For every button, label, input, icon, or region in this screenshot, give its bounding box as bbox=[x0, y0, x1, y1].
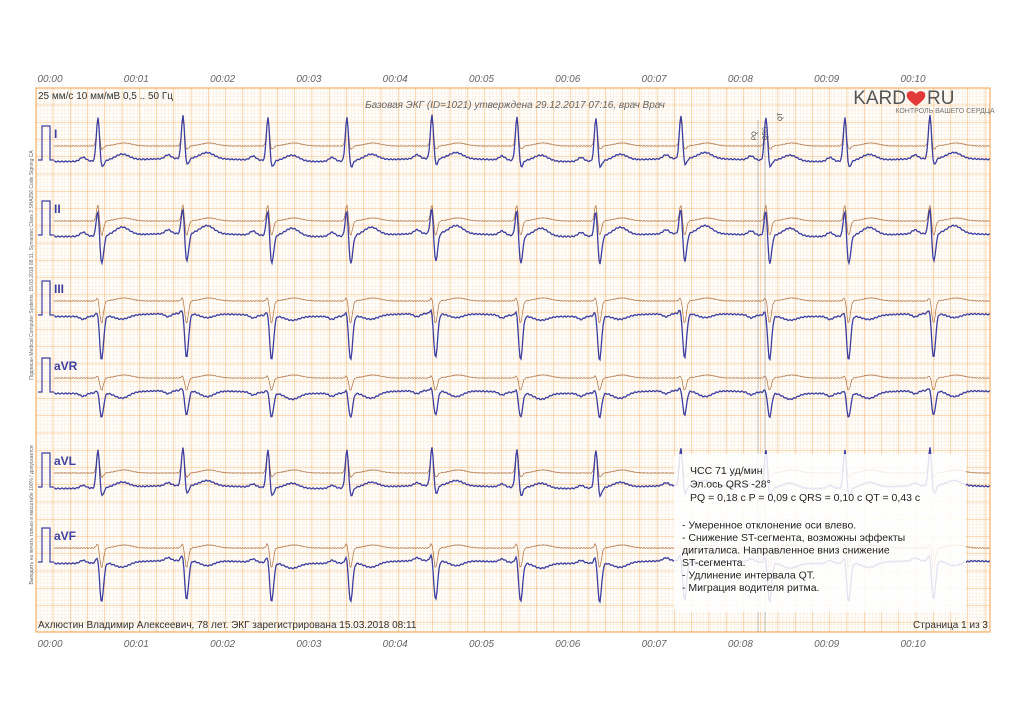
logo: RU bbox=[927, 88, 954, 109]
ecg-trace bbox=[54, 386, 991, 419]
time-label: 00:10 bbox=[900, 74, 925, 85]
time-label: 00:03 bbox=[296, 74, 321, 85]
time-label: 00:02 bbox=[210, 639, 235, 650]
finding: - Удлинение интервала QT. bbox=[682, 570, 815, 582]
calibration bbox=[38, 357, 54, 393]
time-label: 00:01 bbox=[124, 639, 149, 650]
ecg-trace bbox=[54, 207, 991, 266]
time-label: 00:01 bbox=[124, 74, 149, 85]
ecg-trace bbox=[54, 308, 991, 362]
lead-label: aVR bbox=[54, 359, 78, 373]
calibration bbox=[38, 452, 54, 488]
patient: Ахлюстин Владимир Алексеевич, 78 лет. ЭК… bbox=[38, 620, 417, 631]
side-text: Выводить на печать только в масштабе 100… bbox=[29, 445, 35, 584]
finding: дигиталиса. Направленное вниз снижение bbox=[682, 545, 890, 557]
calibration bbox=[38, 527, 54, 563]
page-number: Страница 1 из 3 bbox=[913, 620, 988, 631]
calibration bbox=[38, 200, 54, 236]
tagline: КОНТРОЛЬ ВАШЕГО СЕРДЦА bbox=[895, 108, 995, 115]
finding: ST-сегмента. bbox=[682, 557, 746, 569]
time-label: 00:00 bbox=[37, 74, 62, 85]
summary-line: Эл.ось QRS -28° bbox=[690, 479, 771, 491]
time-label: 00:02 bbox=[210, 74, 235, 85]
calibration bbox=[38, 125, 54, 161]
lead-label: III bbox=[54, 282, 64, 296]
time-label: 00:09 bbox=[814, 74, 839, 85]
lead-label: II bbox=[54, 202, 61, 216]
ecg-trace-average bbox=[53, 296, 991, 324]
time-label: 00:03 bbox=[296, 639, 321, 650]
time-label: 00:08 bbox=[728, 74, 753, 85]
logo: KARD bbox=[853, 88, 906, 109]
finding: - Снижение ST-сегмента, возможны эффекты bbox=[682, 532, 905, 544]
time-label: 00:04 bbox=[383, 74, 408, 85]
ecg-trace-average bbox=[53, 374, 991, 391]
summary-line: PQ = 0,18 с P = 0,09 с QRS = 0,10 с QT =… bbox=[690, 492, 920, 504]
marker: QT bbox=[778, 112, 784, 121]
lead-label: aVL bbox=[54, 454, 76, 468]
time-label: 00:00 bbox=[37, 639, 62, 650]
finding: - Миграция водителя ритма. bbox=[682, 582, 819, 594]
time-label: 00:10 bbox=[900, 639, 925, 650]
finding: - Умеренное отклонение оси влево. bbox=[682, 520, 856, 532]
ecg-trace bbox=[54, 114, 991, 169]
calibration bbox=[38, 280, 54, 316]
lead-label: aVF bbox=[54, 529, 76, 543]
time-label: 00:05 bbox=[469, 639, 494, 650]
time-label: 00:07 bbox=[642, 74, 667, 85]
note: Базовая ЭКГ (ID=1021) утверждена 29.12.2… bbox=[365, 100, 665, 111]
time-label: 00:04 bbox=[383, 639, 408, 650]
time-label: 00:06 bbox=[555, 74, 580, 85]
ecg-trace-average bbox=[53, 119, 991, 151]
side-text: Подписан Medical Computer Systems, 15.03… bbox=[29, 150, 35, 380]
time-label: 00:06 bbox=[555, 639, 580, 650]
summary-line: ЧСС 71 уд/мин bbox=[690, 465, 763, 477]
ecg-trace-average bbox=[53, 203, 991, 237]
summary-box bbox=[674, 454, 966, 612]
lead-label: I bbox=[54, 127, 57, 141]
marker: PQ bbox=[752, 131, 758, 140]
time-label: 00:07 bbox=[642, 639, 667, 650]
settings: 25 мм/с 10 мм/мВ 0,5 .. 50 Гц bbox=[38, 91, 173, 102]
time-label: 00:08 bbox=[728, 639, 753, 650]
logo-heart bbox=[906, 91, 926, 106]
time-label: 00:05 bbox=[469, 74, 494, 85]
time-label: 00:09 bbox=[814, 639, 839, 650]
marker: QRS bbox=[763, 127, 769, 140]
